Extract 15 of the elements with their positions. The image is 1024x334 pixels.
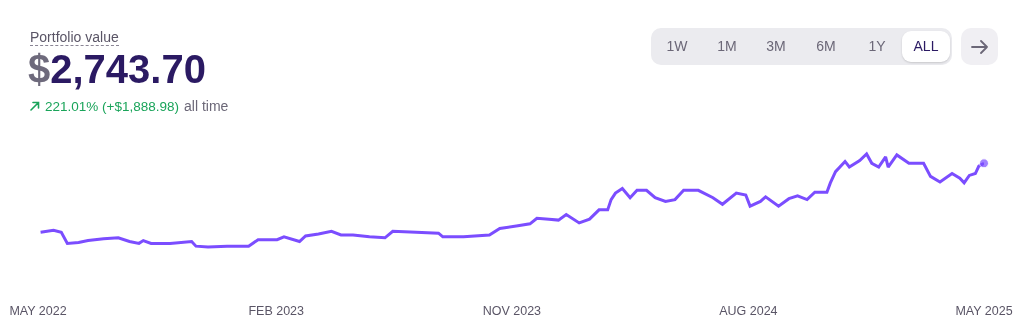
text: 1M (716, 37, 738, 56)
x-tick-label: FEB 2023 (248, 303, 305, 318)
text: all time (183, 98, 229, 114)
chart-subtitle: $2,743.70 (28, 46, 206, 92)
text: 1W (665, 37, 689, 56)
text: 3M (765, 37, 787, 56)
text: 221.01% (+$1,888.98) (45, 98, 179, 114)
chart-title: Portfolio value (30, 29, 119, 46)
x-tick-label: MAY 2022 (9, 303, 67, 318)
x-tick-label: AUG 2024 (719, 303, 778, 318)
text: 6M (815, 37, 837, 56)
text: ALL (902, 31, 950, 62)
text: 1Y (867, 37, 887, 56)
x-tick-label: MAY 2025 (955, 303, 1013, 318)
x-tick-label: NOV 2023 (482, 303, 542, 318)
